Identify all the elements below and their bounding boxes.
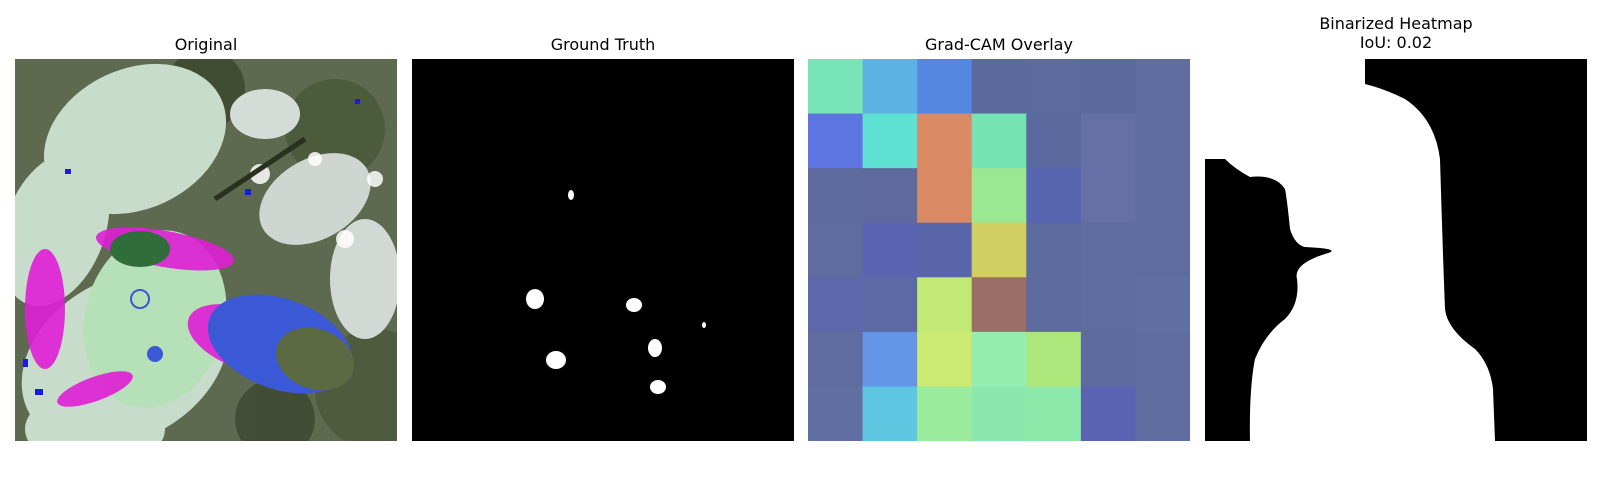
gradcam-cell	[1135, 331, 1190, 387]
gradcam-cell	[1026, 59, 1082, 115]
gradcam-cell	[808, 277, 864, 333]
gradcam-cell	[808, 113, 864, 169]
gradcam-cell	[1026, 386, 1082, 441]
gradcam-cell	[862, 222, 918, 278]
gradcam-cell	[862, 331, 918, 387]
binarized-title-text: Binarized Heatmap	[1319, 14, 1473, 33]
gradcam-cell	[971, 222, 1027, 278]
gradcam-cell	[917, 113, 973, 169]
gradcam-cell	[862, 168, 918, 224]
original-image	[15, 59, 397, 441]
gradcam-cell	[971, 331, 1027, 387]
gradcam-cell	[1080, 59, 1136, 115]
gradcam-cell	[1080, 113, 1136, 169]
gradcam-cell	[971, 59, 1027, 115]
gradcam-cell	[971, 386, 1027, 441]
gradcam-cell	[1135, 386, 1190, 441]
panel-title-original: Original	[174, 35, 238, 54]
iou-score: IoU: 0.02	[1359, 33, 1433, 52]
gradcam-cell	[808, 59, 864, 115]
gradcam-cell	[917, 386, 973, 441]
gradcam-cell	[1135, 168, 1190, 224]
gradcam-cell	[971, 168, 1027, 224]
gradcam-cell	[1080, 222, 1136, 278]
gradcam-cell	[917, 331, 973, 387]
gradcam-cell	[808, 331, 864, 387]
gradcam-cell	[917, 59, 973, 115]
gradcam-cell	[862, 113, 918, 169]
gradcam-cell	[1026, 331, 1082, 387]
gradcam-cell	[1026, 222, 1082, 278]
gradcam-cell	[1135, 59, 1190, 115]
gradcam-cell	[917, 168, 973, 224]
panel-title-gradcam: Grad-CAM Overlay	[925, 35, 1073, 54]
gradcam-cell	[1080, 277, 1136, 333]
ground-truth-mask	[412, 59, 794, 441]
gradcam-cell	[1026, 168, 1082, 224]
panel-title-ground-truth: Ground Truth	[550, 35, 656, 54]
gradcam-cell	[1026, 277, 1082, 333]
gradcam-cell	[808, 222, 864, 278]
gradcam-cell	[1080, 331, 1136, 387]
gradcam-cell	[971, 277, 1027, 333]
binarized-heatmap	[1205, 59, 1587, 441]
gradcam-cell	[808, 386, 864, 441]
gradcam-cell	[1080, 168, 1136, 224]
gradcam-cell	[917, 277, 973, 333]
gradcam-cell	[862, 277, 918, 333]
gradcam-cell	[1080, 386, 1136, 441]
gradcam-cell	[808, 168, 864, 224]
gradcam-cell	[1135, 113, 1190, 169]
gradcam-cell	[971, 113, 1027, 169]
gradcam-cell	[862, 386, 918, 441]
gradcam-cell	[1135, 222, 1190, 278]
gradcam-cell	[862, 59, 918, 115]
gradcam-cell	[917, 222, 973, 278]
panel-title-binarized: Binarized Heatmap IoU: 0.02	[1205, 14, 1587, 52]
gradcam-overlay	[808, 59, 1190, 441]
gradcam-cell	[1135, 277, 1190, 333]
gradcam-cell	[1026, 113, 1082, 169]
